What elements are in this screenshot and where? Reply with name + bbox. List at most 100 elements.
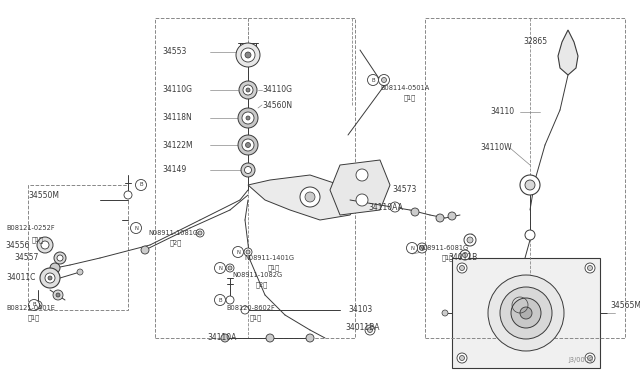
Circle shape [34,301,42,309]
Circle shape [45,273,55,283]
Text: N: N [134,225,138,231]
Text: （1）: （1） [442,255,454,261]
Text: 34565M: 34565M [610,301,640,310]
Circle shape [50,263,60,273]
Circle shape [221,334,229,342]
Circle shape [588,356,593,360]
Text: B08121-0252F: B08121-0252F [6,225,54,231]
Circle shape [525,230,535,240]
Circle shape [241,163,255,177]
Circle shape [244,167,252,173]
Circle shape [436,214,444,222]
Circle shape [141,246,149,254]
Circle shape [214,295,225,305]
Circle shape [236,43,260,67]
Text: B08121-0401E: B08121-0401E [6,305,55,311]
Text: N08911-1081G: N08911-1081G [148,230,198,236]
Circle shape [241,48,255,62]
Circle shape [356,169,368,181]
Circle shape [417,243,427,253]
Circle shape [245,52,251,58]
Circle shape [241,306,249,314]
Text: B08114-0501A: B08114-0501A [380,85,429,91]
Circle shape [460,250,470,260]
Circle shape [57,255,63,261]
Circle shape [196,229,204,237]
Circle shape [37,237,53,253]
Text: 34553: 34553 [162,48,186,57]
Circle shape [464,234,476,246]
Circle shape [226,296,234,304]
Circle shape [419,246,424,250]
Text: （1）: （1） [32,237,44,243]
Text: 34110G: 34110G [162,86,192,94]
Circle shape [244,248,252,256]
Bar [425,18,625,338]
Text: B: B [218,298,222,302]
Circle shape [448,212,456,220]
Circle shape [306,334,314,342]
Text: 32865: 32865 [523,38,547,46]
Text: 34011B: 34011B [448,253,477,263]
Text: 34110: 34110 [490,108,514,116]
Text: N: N [218,266,222,270]
Circle shape [242,139,254,151]
Circle shape [40,268,60,288]
Circle shape [238,108,258,128]
Text: B: B [32,302,36,308]
Circle shape [406,243,417,253]
Circle shape [585,263,595,273]
Circle shape [246,88,250,92]
Polygon shape [330,160,390,215]
Text: 34122M: 34122M [162,141,193,150]
Bar [452,258,600,368]
Circle shape [77,269,83,275]
Text: 34118N: 34118N [162,113,192,122]
Circle shape [588,266,593,270]
Text: 34149: 34149 [162,166,186,174]
Polygon shape [558,30,578,75]
Text: N: N [236,250,240,254]
Bar [28,185,128,310]
Text: 34573: 34573 [392,186,417,195]
Circle shape [246,250,250,254]
Circle shape [460,356,465,360]
Circle shape [442,310,448,316]
Text: 34557: 34557 [14,253,38,263]
Circle shape [390,202,400,212]
Text: J3/0009: J3/0009 [568,357,593,363]
Circle shape [29,299,40,311]
Circle shape [500,287,552,339]
Circle shape [136,180,147,190]
Text: 34110A: 34110A [207,334,236,343]
Text: （1）: （1） [404,95,416,101]
Circle shape [232,247,243,257]
Text: N: N [410,246,414,250]
Circle shape [239,81,257,99]
Circle shape [365,325,375,335]
Circle shape [56,293,60,297]
Text: 34556: 34556 [5,241,29,250]
Circle shape [378,74,390,86]
Circle shape [525,180,535,190]
Circle shape [305,192,315,202]
Text: 34560N: 34560N [262,100,292,109]
Circle shape [243,85,253,95]
Circle shape [585,353,595,363]
Circle shape [214,263,225,273]
Text: （1）: （1） [250,315,262,321]
Polygon shape [248,175,360,220]
Circle shape [520,307,532,319]
Text: （1）: （1） [28,315,40,321]
Circle shape [411,208,419,216]
Circle shape [131,222,141,234]
Circle shape [367,327,372,333]
Text: 34110W: 34110W [480,144,511,153]
Circle shape [367,74,378,86]
Circle shape [356,194,368,206]
Text: B: B [371,77,375,83]
Circle shape [246,142,250,148]
Text: 34110AA: 34110AA [368,202,403,212]
Circle shape [246,116,250,120]
Circle shape [226,264,234,272]
